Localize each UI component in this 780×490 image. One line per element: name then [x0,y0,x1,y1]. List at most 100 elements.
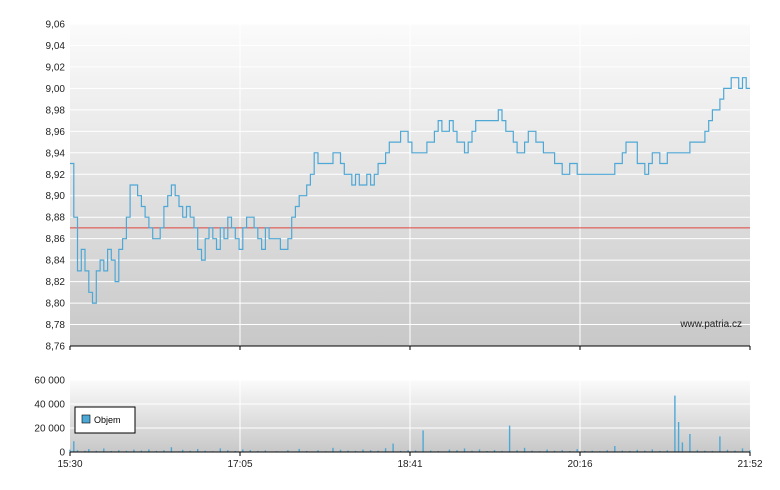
volume-bar [677,422,680,452]
y-tick-label: 8,94 [46,148,66,159]
volume-bar [741,448,744,452]
volume-bar [298,448,300,452]
volume-bar [88,449,90,452]
volume-bar [354,450,357,452]
y-tick-label: 8,82 [46,277,66,288]
volume-bar [148,449,150,452]
volume-bar [659,450,661,452]
volume-bar [606,450,608,452]
volume-bar [170,447,173,452]
volume-bar [696,450,699,452]
x-tick-label: 21:52 [737,459,762,470]
y-tick-label: 9,02 [46,62,66,73]
x-tick-label: 15:30 [57,459,82,470]
volume-bar [69,449,71,452]
volume-bar [347,450,349,452]
volume-bar [531,450,533,452]
volume-bar [264,450,267,452]
volume-bar [456,450,458,452]
volume-bar [414,450,417,452]
price-gridlines [70,23,750,346]
volume-bar [681,442,684,452]
volume-bar [689,434,691,452]
volume-bar [257,450,259,452]
volume-bar [155,450,158,452]
y-tick-label: 8,80 [46,299,66,310]
volume-bar [95,450,97,452]
volume-bar [463,448,466,452]
y-tick-label: 60 000 [34,376,65,387]
volume-bar [332,447,334,452]
volume-bar [430,450,432,452]
volume-bar [726,449,729,452]
volume-bar [561,450,563,452]
volume-bar [576,449,578,452]
volume-bar [651,449,653,452]
price-y-axis: 8,76 8,78 8,80 8,82 8,84 8,86 8,88 8,90 8,92 8,94… [46,20,66,353]
volume-bar [242,449,244,452]
volume-bar [508,425,511,452]
legend: Objem [74,406,136,434]
y-tick-label: 8,90 [46,191,66,202]
volume-bar [666,450,668,452]
volume-bar [674,395,676,452]
volume-bar [448,449,451,452]
y-tick-label: 8,86 [46,234,66,245]
y-tick-label: 8,92 [46,170,66,181]
legend-swatch [81,414,91,424]
volume-bar [644,450,646,452]
volume-bar [76,450,79,452]
volume-bar [133,449,135,452]
price-line [70,77,750,304]
volume-bar [704,450,706,452]
volume-bar [422,430,424,452]
volume-bar [711,450,714,452]
volume-bar [584,450,586,452]
volume-bar [636,449,638,452]
price-x-ticks [69,346,751,350]
volume-bar [227,450,229,452]
volume-bar [249,450,251,452]
volume-x-axis-labels: 15:30 17:05 18:41 20:16 21:52 [57,452,763,470]
volume-bar [523,447,526,452]
y-tick-label: 20 000 [34,424,65,435]
volume-bar [392,443,394,452]
volume-bar [125,450,128,452]
volume-bar [182,449,184,452]
volume-bar [749,450,751,452]
volume-bar [369,450,372,452]
volume-bar [384,448,387,452]
y-tick-label: 0 [59,448,65,459]
y-tick-label: 8,96 [46,127,66,138]
volume-bars [69,395,751,452]
volume-bar [478,449,481,452]
volume-bar [362,449,364,452]
x-tick-label: 20:16 [567,459,592,470]
volume-bar [621,450,623,452]
volume-bar [399,450,402,452]
y-tick-label: 8,78 [46,320,66,331]
volume-bar [197,449,199,452]
y-tick-label: 8,98 [46,105,66,116]
volume-bar [163,450,165,452]
y-tick-label: 8,84 [46,256,66,267]
volume-bar [189,450,191,452]
y-tick-label: 9,04 [46,41,66,52]
volume-bar [118,450,120,452]
volume-bar [734,450,736,452]
volume-bar [719,436,721,452]
volume-bar [103,448,105,452]
volume-bar [140,450,143,452]
volume-bar [516,450,518,452]
watermark: www.patria.cz [679,319,742,330]
y-tick-label: 9,06 [46,20,66,31]
y-tick-label: 9,00 [46,84,66,95]
legend-label: Objem [94,415,121,425]
volume-bar [591,450,593,452]
volume-bar [84,450,86,452]
volume-bar [377,450,379,452]
volume-bar [204,450,206,452]
volume-y-axis: 0 20 000 40 000 60 000 [34,376,65,459]
volume-bar [306,450,308,452]
volume-bar [407,450,409,452]
